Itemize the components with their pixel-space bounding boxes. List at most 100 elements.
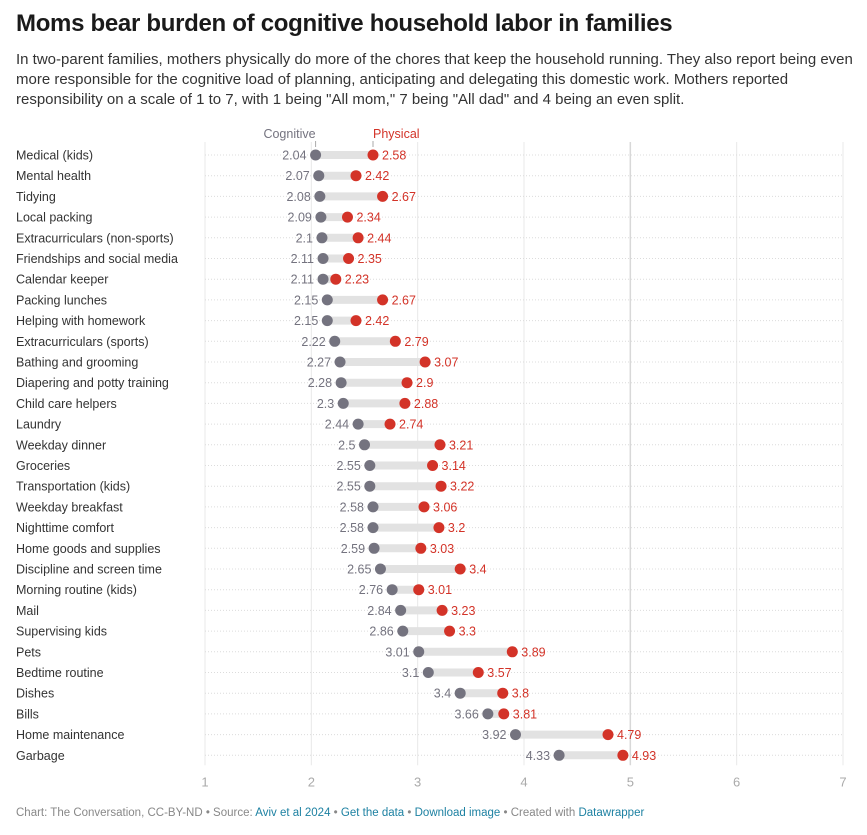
category-label: Groceries [16, 459, 70, 473]
cognitive-value-label: 2.11 [291, 252, 314, 266]
cognitive-value-label: 2.07 [285, 169, 309, 183]
category-label: Pets [16, 645, 41, 659]
chart-row: Child care helpers 2.3 2.88 [16, 397, 843, 411]
x-tick-label: 4 [520, 774, 527, 789]
cognitive-value-label: 2.5 [338, 438, 355, 452]
category-label: Morning routine (kids) [16, 583, 137, 597]
chart-title: Moms bear burden of cognitive household … [16, 10, 673, 37]
footer-separator: • [404, 807, 415, 819]
physical-value-label: 2.42 [365, 169, 389, 183]
category-label: Transportation (kids) [16, 480, 130, 494]
cognitive-value-label: 2.55 [336, 480, 360, 494]
cognitive-dot [367, 501, 379, 513]
chart-row: Morning routine (kids) 2.76 3.01 [16, 583, 843, 597]
datawrapper-link[interactable]: Datawrapper [578, 807, 645, 819]
physical-dot [330, 273, 342, 285]
chart-row: Bathing and grooming 2.27 3.07 [16, 356, 843, 370]
dot-range-chart: Medical (kids) 2.04 2.58 Mental health 2.07 2… [16, 127, 847, 789]
physical-dot [341, 211, 353, 223]
x-tick-label: 1 [201, 774, 208, 789]
chart-row: Friendships and social media 2.11 2.35 [16, 252, 843, 266]
physical-dot [399, 397, 411, 409]
cognitive-value-label: 2.3 [317, 397, 334, 411]
physical-value-label: 3.57 [487, 666, 511, 680]
physical-value-label: 3.81 [513, 707, 537, 721]
x-tick-label: 6 [733, 774, 740, 789]
category-label: Bathing and grooming [16, 356, 138, 370]
physical-value-label: 3.06 [433, 500, 457, 514]
category-label: Bedtime routine [16, 666, 104, 680]
cognitive-value-label: 2.28 [308, 376, 332, 390]
physical-value-label: 3.07 [434, 356, 458, 370]
category-label: Mental health [16, 169, 91, 183]
category-label: Extracurriculars (non-sports) [16, 231, 174, 245]
chart-row: Laundry 2.44 2.74 [16, 418, 843, 432]
cognitive-value-label: 2.59 [341, 542, 365, 556]
chart-row: Dishes 3.4 3.8 [16, 687, 843, 701]
cognitive-dot [321, 315, 333, 327]
physical-value-label: 2.9 [416, 376, 433, 390]
get-data-link[interactable]: Get the data [340, 807, 405, 819]
chart-row: Bedtime routine 3.1 3.57 [16, 666, 843, 680]
cognitive-value-label: 2.15 [294, 293, 318, 307]
cognitive-value-label: 2.11 [291, 273, 314, 287]
cognitive-dot [317, 253, 329, 264]
cognitive-dot [359, 439, 370, 451]
category-label: Calendar keeper [16, 273, 108, 287]
physical-dot [602, 729, 614, 741]
x-tick-label: 7 [839, 774, 846, 789]
cognitive-dot [386, 584, 398, 596]
physical-dot [350, 170, 362, 182]
physical-dot [617, 749, 629, 761]
cognitive-dot [364, 460, 376, 471]
cognitive-dot [422, 667, 434, 678]
cognitive-value-label: 2.58 [340, 521, 364, 535]
physical-dot [436, 604, 448, 616]
cognitive-dot [315, 211, 327, 223]
physical-dot [352, 232, 364, 244]
cognitive-value-label: 2.76 [359, 583, 383, 597]
category-label: Discipline and screen time [16, 563, 162, 577]
cognitive-value-label: 3.1 [402, 666, 419, 680]
cognitive-value-label: 2.65 [347, 563, 371, 577]
physical-dot [343, 253, 355, 264]
physical-value-label: 4.79 [617, 728, 641, 742]
physical-value-label: 3.2 [448, 521, 465, 535]
cognitive-value-label: 3.92 [482, 728, 506, 742]
physical-dot [419, 356, 431, 368]
chart-row: Home maintenance 3.92 4.79 [16, 728, 843, 742]
physical-value-label: 2.67 [392, 190, 416, 204]
physical-dot [435, 480, 447, 492]
cognitive-value-label: 2.55 [336, 459, 360, 473]
physical-value-label: 2.44 [367, 231, 391, 245]
chart-row: Home goods and supplies 2.59 3.03 [16, 542, 843, 556]
chart-row: Weekday breakfast 2.58 3.06 [16, 500, 843, 514]
physical-value-label: 2.34 [356, 211, 380, 225]
physical-value-label: 3.01 [428, 583, 452, 597]
cognitive-dot [553, 749, 565, 761]
cognitive-dot [395, 604, 407, 616]
physical-dot [434, 439, 446, 451]
download-image-link[interactable]: Download image [414, 807, 501, 819]
cognitive-dot [317, 273, 329, 285]
x-tick-label: 2 [308, 774, 315, 789]
physical-dot [401, 377, 413, 389]
source-link[interactable]: Aviv et al 2024 [255, 807, 331, 819]
physical-value-label: 3.8 [512, 687, 529, 701]
legend-physical: Physical [373, 127, 420, 141]
physical-value-label: 2.42 [365, 314, 389, 328]
cognitive-dot [310, 149, 322, 161]
category-label: Home goods and supplies [16, 542, 161, 556]
physical-dot [444, 625, 456, 637]
cognitive-value-label: 2.08 [286, 190, 310, 204]
chart-row: Transportation (kids) 2.55 3.22 [16, 480, 843, 494]
cognitive-dot [454, 687, 466, 699]
cognitive-value-label: 2.84 [367, 604, 391, 618]
footer-credit: Chart: The Conversation, CC-BY-ND • Sour… [16, 807, 256, 819]
footer-created-with: • Created with [500, 807, 579, 819]
category-label: Packing lunches [16, 293, 107, 307]
cognitive-dot [509, 729, 521, 741]
chart-subtitle: In two-parent families, mothers physical… [16, 51, 853, 108]
cognitive-dot [368, 542, 380, 554]
physical-dot [497, 687, 509, 699]
